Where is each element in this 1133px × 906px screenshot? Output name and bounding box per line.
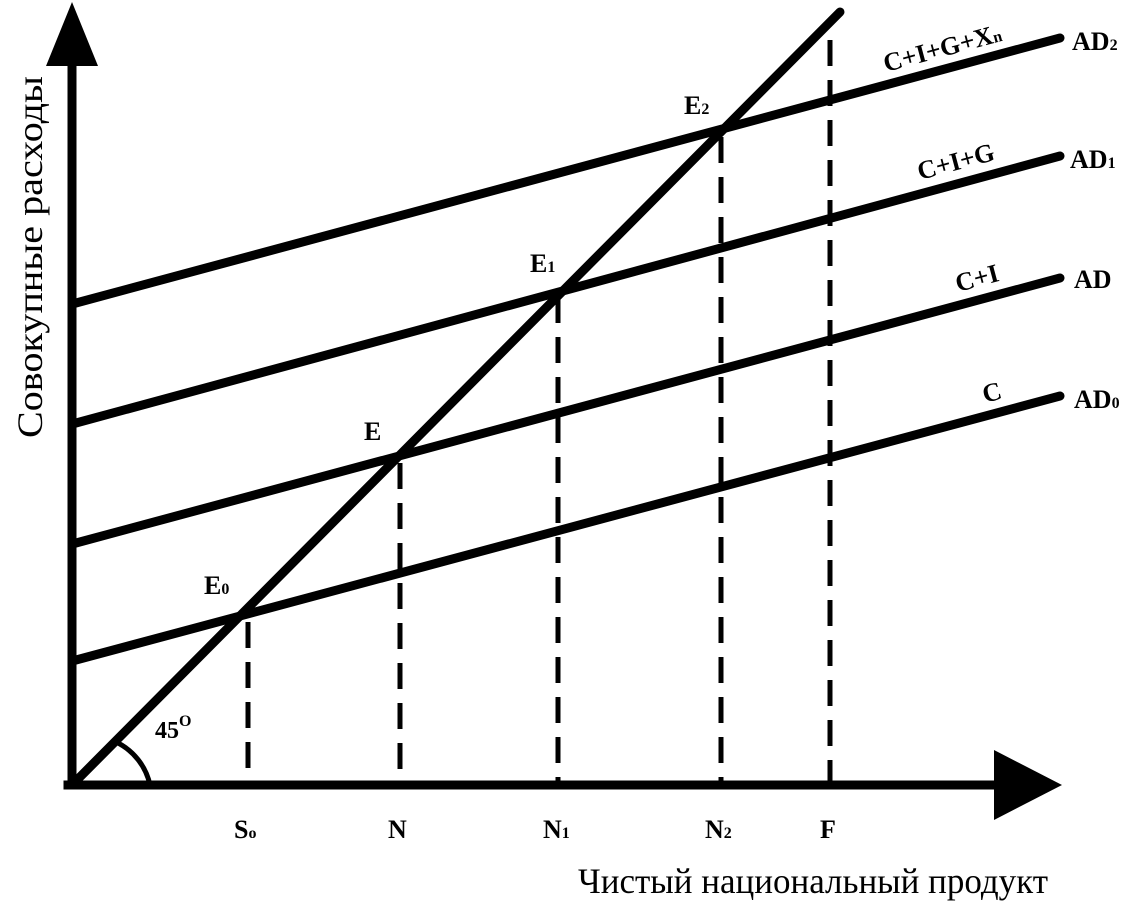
- ad-line: [71, 273, 1065, 548]
- tick-letter: N: [543, 815, 562, 844]
- point-subscript: 2: [701, 101, 709, 118]
- name-label-ad1: AD1: [1070, 145, 1116, 174]
- curve-name: AD: [1072, 27, 1110, 56]
- angle-unit: O: [179, 713, 191, 730]
- point-letter: E: [364, 417, 381, 446]
- angle-value: 45: [155, 718, 179, 744]
- x-tick-s0: So: [234, 815, 256, 844]
- point-subscript: 1: [547, 259, 555, 276]
- point-letter: E: [530, 249, 547, 278]
- 45-degree-line: [67, 7, 845, 790]
- curve-name: AD: [1074, 265, 1112, 294]
- tick-letter: N: [388, 815, 407, 844]
- curve-name-subscript: 0: [1112, 395, 1120, 412]
- y-axis-arrowhead: [46, 2, 98, 66]
- x-tick-f: F: [820, 815, 836, 844]
- tick-subscript: o: [248, 825, 256, 842]
- x-tick-n: N: [388, 815, 407, 844]
- point-letter: E: [204, 571, 221, 600]
- ad0-line: [71, 391, 1065, 665]
- tick-letter: F: [820, 815, 836, 844]
- angle-label: 45O: [155, 713, 191, 744]
- formula-label-ad0: C: [979, 376, 1005, 409]
- angle-arc: [114, 739, 153, 786]
- point-label-e0: E0: [204, 571, 229, 600]
- y-axis-title: Совокупные расходы: [10, 76, 50, 438]
- point-label-e1: E1: [530, 249, 555, 278]
- curve-name: AD: [1070, 145, 1108, 174]
- name-label-ad0: AD0: [1074, 385, 1120, 414]
- ad2-line: [71, 33, 1065, 308]
- formula-subscript: n: [991, 28, 1004, 47]
- formula-text: C: [979, 376, 1005, 409]
- tick-letter: S: [234, 815, 248, 844]
- point-letter: E: [684, 91, 701, 120]
- point-label-e: E: [364, 417, 381, 446]
- name-label-ad2: AD2: [1072, 27, 1118, 56]
- point-label-e2: E2: [684, 91, 709, 120]
- x-axis-arrowhead: [994, 750, 1062, 820]
- name-label-ad: AD: [1074, 265, 1112, 294]
- tick-letter: N: [705, 815, 724, 844]
- curve-name: AD: [1074, 385, 1112, 414]
- x-axis-title: Чистый национальный продукт: [578, 861, 1048, 901]
- point-subscript: 0: [221, 581, 229, 598]
- tick-subscript: 1: [562, 825, 570, 842]
- x-tick-n2: N2: [705, 815, 732, 844]
- x-tick-n1: N1: [543, 815, 570, 844]
- curve-name-subscript: 1: [1108, 155, 1116, 172]
- tick-subscript: 2: [724, 825, 732, 842]
- curve-name-subscript: 2: [1110, 37, 1118, 54]
